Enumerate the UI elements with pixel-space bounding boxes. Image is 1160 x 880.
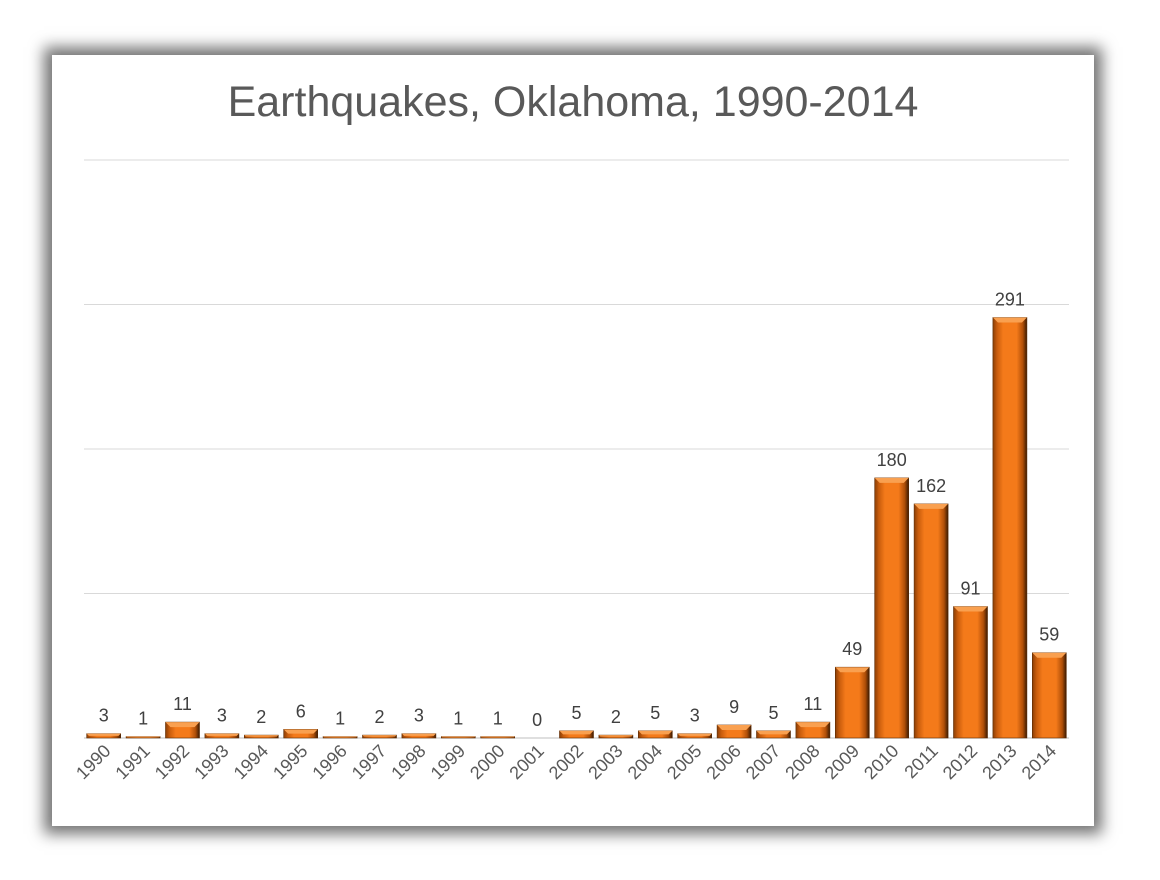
x-tick-label: 2009	[821, 741, 863, 783]
data-label: 49	[842, 639, 862, 659]
x-tick-label: 2013	[978, 741, 1020, 783]
bar-bevel-top	[480, 736, 515, 738]
x-tick-label: 2000	[466, 741, 508, 783]
x-tick-label: 1990	[72, 741, 114, 783]
x-tick-label: 2002	[545, 741, 587, 783]
x-tick-label: 1995	[269, 741, 311, 783]
bar-bevel-top	[244, 735, 279, 737]
data-label: 6	[296, 701, 306, 721]
bar-bevel-top	[126, 736, 161, 738]
data-label: 11	[804, 694, 823, 714]
x-tick-label: 2003	[584, 741, 626, 783]
bar-bevel-top	[559, 730, 594, 735]
bar-bevel-top	[86, 733, 121, 736]
bar-2011	[913, 503, 949, 739]
bar-2013	[992, 317, 1028, 739]
bar-bevel-top	[835, 667, 870, 673]
data-label: 3	[414, 706, 424, 726]
x-tick-label: 2014	[1018, 741, 1060, 783]
bar-bevel-top	[914, 503, 949, 509]
bar-2014	[1032, 652, 1067, 739]
x-tick-label: 2004	[624, 741, 666, 783]
bar-bevel-top	[795, 722, 830, 728]
bar-bevel-top	[992, 317, 1027, 323]
bar-bevel-top	[401, 733, 436, 736]
bar-bevel-top	[756, 730, 791, 735]
x-tick-label: 2012	[939, 741, 981, 783]
x-tick-label: 2011	[900, 741, 942, 783]
data-label: 0	[532, 710, 542, 730]
bar-bevel-top	[677, 733, 712, 736]
x-tick-label: 1994	[230, 741, 272, 783]
bar-2012	[953, 606, 988, 739]
data-label: 291	[995, 290, 1025, 310]
data-label: 5	[768, 703, 778, 723]
data-label: 3	[690, 706, 700, 726]
x-tick-label: 1993	[190, 741, 232, 783]
bar-bevel-top	[204, 733, 239, 736]
x-tick-label: 1999	[427, 741, 469, 783]
data-label: 91	[960, 579, 980, 599]
x-tick-label: 1998	[387, 741, 429, 783]
data-label: 1	[493, 709, 503, 729]
x-tick-label: 1991	[111, 741, 153, 783]
bar-bevel-top	[362, 735, 397, 737]
bar-bevel-top	[1032, 652, 1067, 658]
data-label: 180	[877, 450, 907, 470]
x-tick-label: 2006	[702, 741, 744, 783]
data-label: 11	[173, 694, 192, 714]
x-tick-label: 1992	[151, 741, 193, 783]
bar-bevel-top	[598, 735, 633, 737]
x-tick-label: 2005	[663, 741, 705, 783]
bar-bevel-top	[165, 722, 200, 728]
bar-bevel-top	[283, 729, 318, 734]
bar-bevel-top	[441, 736, 476, 738]
data-label: 59	[1039, 625, 1059, 645]
bar-bevel-top	[874, 477, 909, 483]
data-label: 1	[453, 709, 463, 729]
x-tick-label: 2010	[860, 741, 902, 783]
x-tick-label: 1997	[348, 741, 390, 783]
data-label: 9	[729, 697, 739, 717]
x-tick-label: 1996	[308, 741, 350, 783]
data-label: 3	[217, 706, 227, 726]
data-label: 2	[611, 707, 621, 727]
data-label: 2	[374, 707, 384, 727]
bar-bevel-top	[323, 736, 358, 738]
bar-bevel-top	[717, 724, 752, 730]
data-label: 3	[99, 706, 109, 726]
bar-bevel-top	[953, 606, 988, 612]
bar-2009	[834, 666, 870, 739]
x-tick-label: 2001	[505, 741, 547, 783]
x-tick-label: 2008	[781, 741, 823, 783]
data-label: 1	[138, 709, 148, 729]
x-tick-label: 2007	[742, 741, 784, 783]
data-label: 1	[335, 709, 345, 729]
data-label: 5	[571, 703, 581, 723]
bar-2010	[874, 477, 910, 739]
data-label: 5	[650, 703, 660, 723]
chart-title: Earthquakes, Oklahoma, 1990-2014	[227, 78, 919, 126]
bar-bevel-top	[638, 730, 673, 735]
data-label: 2	[256, 707, 266, 727]
data-label: 162	[916, 476, 946, 496]
